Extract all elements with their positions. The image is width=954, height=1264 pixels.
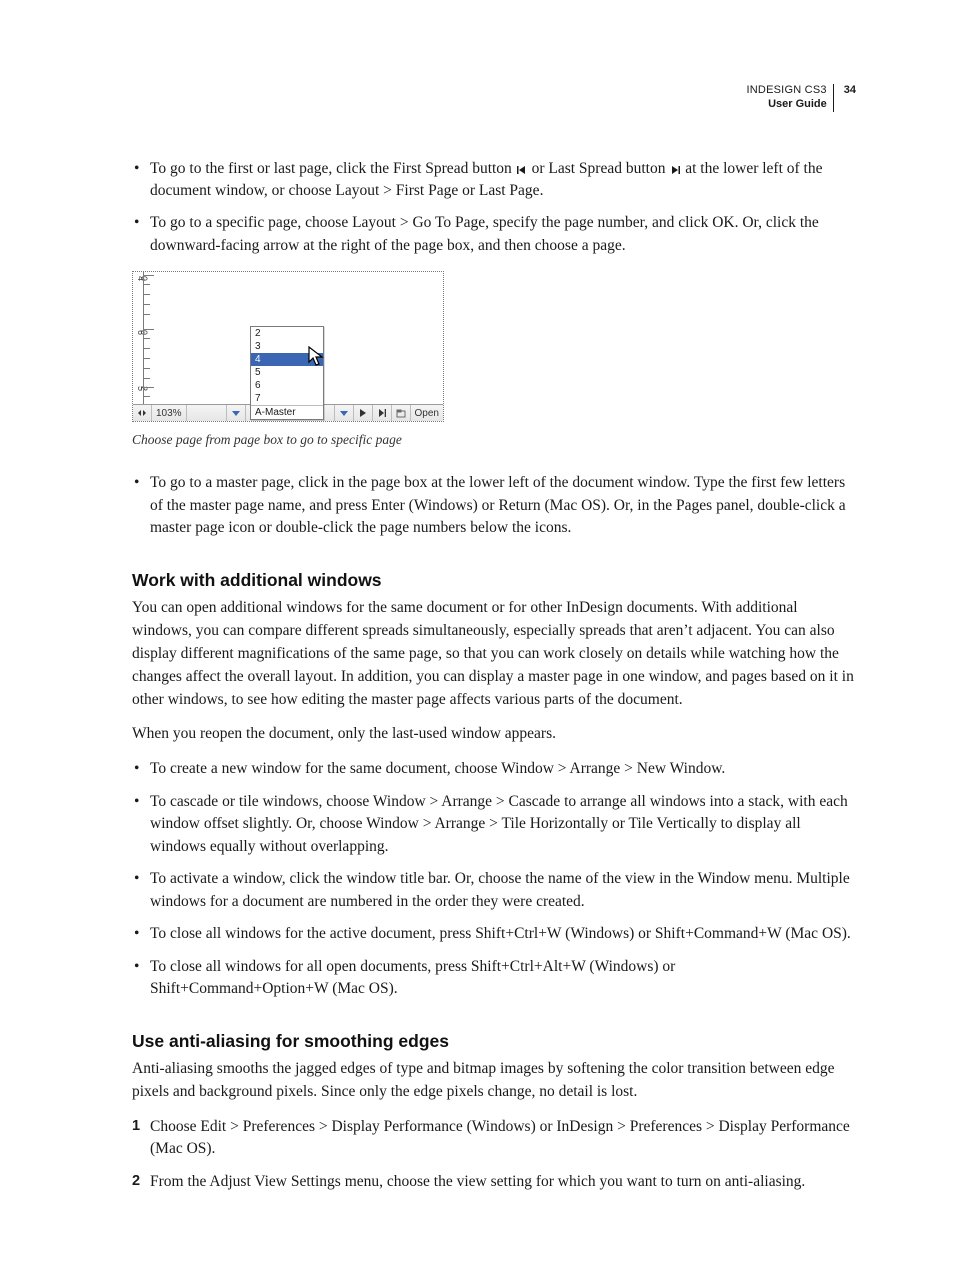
scroll-left-right[interactable]: [133, 405, 152, 421]
zoom-value[interactable]: 103%: [152, 405, 187, 421]
bullet-first-last-page: To go to the first or last page, click t…: [132, 158, 856, 203]
guide-name: User Guide: [746, 98, 826, 112]
running-header: INDESIGN CS3 User Guide 34: [132, 84, 856, 112]
antialias-steps: Choose Edit > Preferences > Display Perf…: [132, 1116, 856, 1195]
page-option[interactable]: 3: [251, 340, 323, 353]
step-1: Choose Edit > Preferences > Display Perf…: [132, 1116, 856, 1162]
bullet-new-window: To create a new window for the same docu…: [132, 758, 856, 780]
last-page-button[interactable]: [373, 405, 392, 421]
step-2: From the Adjust View Settings menu, choo…: [132, 1171, 856, 1194]
header-separator: [833, 84, 834, 112]
page-dropdown[interactable]: 2 3 4 5 6 7 A-Master: [250, 326, 324, 420]
page-option-master[interactable]: A-Master: [251, 405, 323, 419]
figure-box: 4 0 6 0: [132, 271, 444, 422]
bullet-cascade-tile: To cascade or tile windows, choose Windo…: [132, 791, 856, 858]
windows-para-1: You can open additional windows for the …: [132, 597, 856, 712]
figure: 4 0 6 0: [132, 271, 856, 448]
ruler-section-3: 5 2: [133, 384, 443, 404]
windows-para-2: When you reopen the document, only the l…: [132, 723, 856, 746]
open-doc-icon[interactable]: [392, 405, 411, 421]
bullet-master-page: To go to a master page, click in the pag…: [132, 472, 856, 539]
figure-caption: Choose page from page box to go to speci…: [132, 432, 856, 448]
section-title-windows: Work with additional windows: [132, 570, 856, 591]
bullet-activate: To activate a window, click the window t…: [132, 868, 856, 913]
zoom-dropdown[interactable]: [227, 405, 246, 421]
ruler-ticks: [143, 384, 158, 404]
page-option[interactable]: 2: [251, 327, 323, 340]
page-number: 34: [840, 84, 856, 98]
page-option[interactable]: 5: [251, 366, 323, 379]
bullet-goto-page: To go to a specific page, choose Layout …: [132, 212, 856, 257]
ruler-section-1: 4 0: [133, 272, 443, 326]
product-name: INDESIGN CS3: [746, 84, 826, 98]
zoom-gap: [187, 405, 228, 421]
ruler-ticks: [143, 272, 158, 326]
windows-bullet-list: To create a new window for the same docu…: [132, 758, 856, 1000]
header-titles: INDESIGN CS3 User Guide: [746, 84, 832, 112]
page: INDESIGN CS3 User Guide 34 To go to the …: [0, 0, 954, 1264]
first-spread-icon: [516, 160, 528, 170]
bullet-close-active: To close all windows for the active docu…: [132, 923, 856, 945]
middle-bullet-list: To go to a master page, click in the pag…: [132, 472, 856, 539]
ruler-section-2: 6 0 2 3 4 5 6 7 A-M: [133, 326, 443, 384]
last-spread-icon: [669, 160, 681, 170]
next-page-button[interactable]: [354, 405, 373, 421]
bullet-close-all: To close all windows for all open docume…: [132, 956, 856, 1001]
top-bullet-list: To go to the first or last page, click t…: [132, 158, 856, 258]
ruler-ticks: [143, 326, 158, 384]
page-option-selected[interactable]: 4: [251, 353, 323, 366]
antialias-para: Anti-aliasing smooths the jagged edges o…: [132, 1058, 856, 1104]
open-label: Open: [411, 405, 443, 421]
section-title-antialias: Use anti-aliasing for smoothing edges: [132, 1031, 856, 1052]
page-box-dropdown[interactable]: [335, 405, 354, 421]
